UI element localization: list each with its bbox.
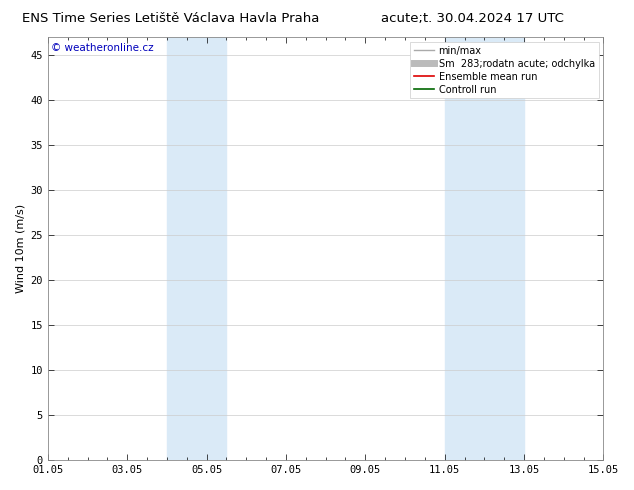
Legend: min/max, Sm  283;rodatn acute; odchylka, Ensemble mean run, Controll run: min/max, Sm 283;rodatn acute; odchylka, … <box>410 42 598 98</box>
Bar <box>444 37 524 460</box>
Y-axis label: Wind 10m (m/s): Wind 10m (m/s) <box>15 204 25 293</box>
Text: © weatheronline.cz: © weatheronline.cz <box>51 44 153 53</box>
Text: ENS Time Series Letiště Václava Havla Praha: ENS Time Series Letiště Václava Havla Pr… <box>22 12 320 25</box>
Bar <box>167 37 226 460</box>
Text: acute;t. 30.04.2024 17 UTC: acute;t. 30.04.2024 17 UTC <box>381 12 564 25</box>
